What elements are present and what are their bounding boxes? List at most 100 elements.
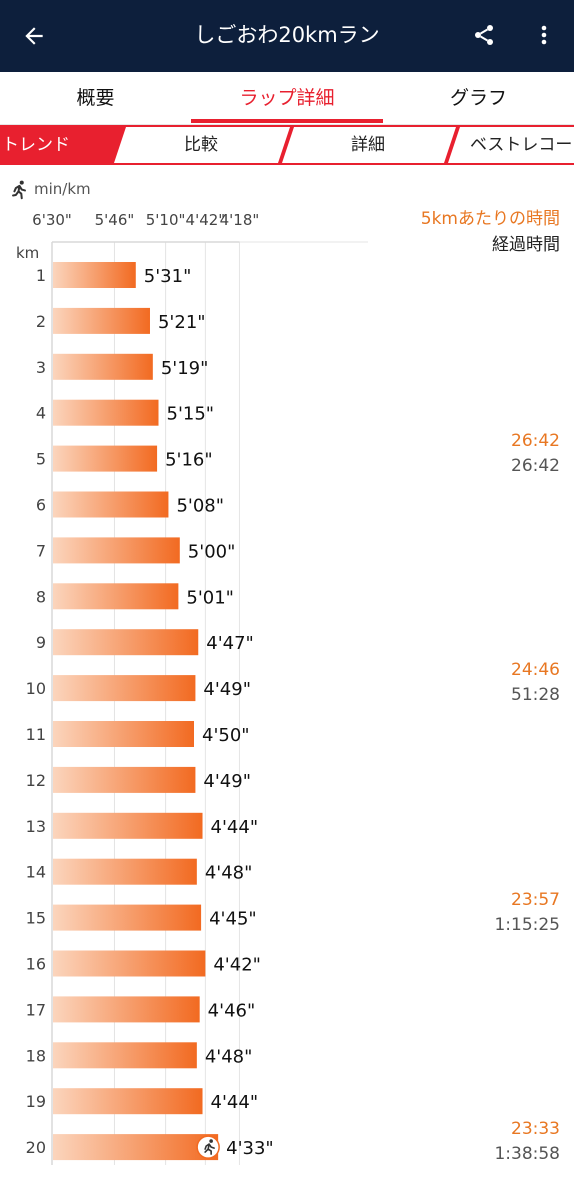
lap-bar: [53, 629, 199, 656]
y-tick-label: 1: [36, 266, 46, 285]
lap-pace-label: 4'44": [211, 817, 259, 838]
more-options-button[interactable]: [524, 15, 564, 55]
y-tick-label: 19: [26, 1092, 46, 1111]
share-button[interactable]: [464, 15, 504, 55]
subtab-detail[interactable]: 詳細: [351, 135, 385, 155]
lap-pace-label: 4'49": [203, 771, 251, 792]
split-time-legend: 5kmあたりの時間: [420, 209, 560, 229]
lap-bar: [53, 262, 136, 288]
y-tick-label: 3: [36, 358, 46, 377]
x-tick-label: 5'46": [95, 211, 135, 229]
tab-lap-details[interactable]: ラップ詳細: [239, 87, 335, 109]
subtab-compare[interactable]: 比較: [184, 135, 218, 155]
lap-pace-chart: 6'30" 5'46" 5'10" 4'42"4'18"km 1 5'31"2 5'21"…: [16, 211, 368, 1165]
y-tick-label: 2: [36, 312, 46, 331]
y-tick-label: 17: [26, 1000, 46, 1019]
y-tick-label: 8: [36, 587, 46, 606]
sub-tabs-background: [114, 127, 574, 163]
lap-pace-label: 5'00": [188, 541, 236, 562]
lap-pace-label: 4'44": [211, 1092, 259, 1113]
lap-bar: [53, 445, 158, 472]
segment-elapsed-time: 1:15:25: [494, 914, 560, 935]
lap-pace-label: 5'19": [161, 358, 209, 379]
segment-elapsed-time: 26:42: [511, 455, 560, 476]
x-tick-label: 6'30": [32, 211, 72, 229]
tab-graph[interactable]: グラフ: [449, 87, 507, 109]
lap-pace-label: 5'08": [176, 496, 224, 517]
lap-bar: [53, 766, 196, 793]
y-axis-label: km: [16, 244, 39, 262]
elapsed-time-legend: 経過時間: [492, 235, 560, 255]
lap-bar: [53, 537, 180, 564]
lap-bar: [53, 1088, 203, 1115]
lap-pace-label: 4'45": [209, 909, 257, 930]
segment-split-time: 26:42: [511, 430, 560, 451]
lap-bar: [53, 904, 202, 931]
back-button[interactable]: [14, 16, 54, 56]
lap-bar: [53, 307, 150, 334]
lap-pace-label: 4'47": [206, 633, 254, 654]
segment-split-time: 23:57: [511, 889, 560, 910]
segment-elapsed-time: 51:28: [511, 685, 560, 706]
segment-split-time: 23:33: [511, 1119, 560, 1140]
runner-icon-head: [209, 1139, 213, 1143]
lap-bar: [53, 812, 203, 839]
subtab-best-record[interactable]: ベストレコー: [470, 135, 573, 155]
y-tick-label: 6: [36, 496, 46, 515]
lap-bar: [53, 996, 200, 1023]
x-tick-label: 4'18": [220, 211, 260, 229]
lap-pace-label: 4'48": [205, 1046, 253, 1067]
tab-summary[interactable]: 概要: [76, 87, 115, 109]
y-tick-label: 11: [26, 725, 46, 744]
lap-pace-label: 4'48": [205, 863, 253, 884]
lap-pace-label: 4'49": [203, 679, 251, 700]
main-tabs: 概要 ラップ詳細 グラフ: [0, 72, 574, 125]
runner-icon-body: [204, 1143, 215, 1155]
y-tick-label: 5: [36, 450, 46, 469]
lap-pace-label: 5'21": [158, 312, 206, 333]
active-tab-indicator: [191, 119, 383, 123]
y-tick-label: 9: [36, 633, 46, 652]
y-tick-label: 16: [26, 955, 46, 974]
runner-icon: [196, 1135, 220, 1159]
y-tick-label: 18: [26, 1046, 46, 1065]
lap-bar: [53, 1134, 219, 1161]
share-icon: [475, 25, 493, 45]
segment-split-time: 24:46: [511, 660, 560, 681]
y-tick-label: 15: [26, 909, 46, 928]
lap-pace-label: 5'16": [165, 450, 213, 471]
y-tick-label: 10: [26, 679, 46, 698]
arrow-left-icon: [25, 27, 43, 45]
runner-icon: [12, 180, 26, 200]
y-tick-label: 13: [26, 817, 46, 836]
lap-bar: [53, 583, 179, 610]
lap-bar: [53, 950, 206, 977]
lap-pace-label: 4'50": [202, 725, 250, 746]
lap-bar: [53, 353, 153, 380]
x-tick-label: 4'42": [186, 211, 226, 229]
y-tick-label: 20: [26, 1138, 46, 1157]
lap-bar: [53, 1042, 197, 1069]
y-tick-label: 7: [36, 541, 46, 560]
lap-pace-label: 4'33": [226, 1138, 274, 1159]
more-vertical-icon: [541, 25, 547, 45]
lap-bar: [53, 675, 196, 702]
lap-pace-label: 5'15": [167, 404, 215, 425]
lap-pace-label: 5'01": [186, 587, 234, 608]
lap-pace-label: 4'42": [213, 955, 261, 976]
x-tick-label: 5'10": [146, 211, 186, 229]
lap-bar: [53, 721, 194, 747]
lap-bar: [53, 399, 159, 426]
lap-bar: [53, 491, 169, 518]
lap-pace-label: 4'46": [208, 1000, 256, 1021]
pace-unit-label: min/km: [34, 180, 91, 198]
segment-elapsed-time: 1:38:58: [494, 1144, 560, 1165]
sub-tabs: トレンド 比較 詳細 ベストレコー: [0, 125, 574, 165]
y-tick-label: 14: [26, 863, 46, 882]
app-bar: しごおわ20kmラン: [0, 0, 574, 72]
subtab-trend[interactable]: トレンド: [2, 135, 70, 155]
y-tick-label: 12: [26, 771, 46, 790]
lap-bar: [53, 858, 197, 885]
lap-pace-label: 5'31": [144, 266, 192, 287]
y-tick-label: 4: [36, 404, 46, 423]
